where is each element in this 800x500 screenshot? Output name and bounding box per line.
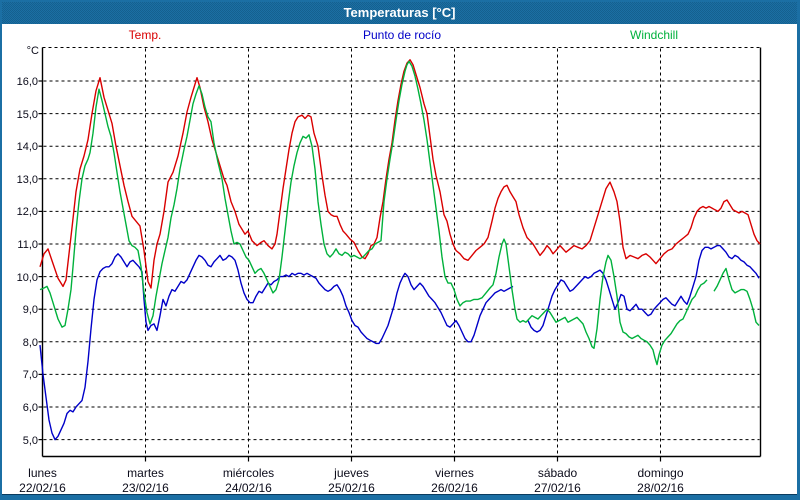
x-axis-day-date: 27/02/16 [534, 481, 581, 495]
x-axis-day-label: domingo 28/02/16 [609, 466, 713, 495]
x-axis-day-date: 25/02/16 [328, 481, 375, 495]
y-tick-label: 13,0 [16, 173, 38, 186]
x-axis-day-name: lunes [28, 466, 57, 480]
y-tick-label: 14,0 [16, 141, 38, 154]
y-tick-label: 12,0 [16, 206, 38, 219]
x-axis-day-date: 26/02/16 [431, 481, 478, 495]
x-axis-day-date: 24/02/16 [225, 481, 272, 495]
y-tick-label: 11,0 [17, 239, 38, 251]
x-axis-day-label: viernes 26/02/16 [403, 466, 507, 495]
legend-label-temp: Temp. [128, 28, 162, 42]
legend-label-dewpoint: Punto de rocío [362, 28, 442, 42]
titlebar: Temperaturas [°C] [2, 2, 797, 24]
series-line-temp- [39, 59, 761, 289]
x-axis-day-label: miércoles 24/02/16 [197, 466, 301, 495]
series-line-punto-de-roc-o [527, 244, 760, 333]
legend-label-windchill: Windchill [629, 28, 679, 42]
x-axis-day-label: jueves 25/02/16 [300, 466, 404, 495]
y-tick-label: 15,0 [16, 108, 38, 121]
y-axis-unit-label: °C [26, 45, 39, 57]
x-axis-day-label: sábado 27/02/16 [506, 466, 610, 495]
x-axis-day-name: sábado [537, 466, 578, 480]
x-axis-day-name: miércoles [222, 466, 275, 480]
page-title: Temperaturas [°C] [343, 5, 456, 20]
x-axis-day-name: martes [127, 466, 164, 480]
x-axis-day-date: 23/02/16 [122, 481, 169, 495]
y-tick-label: 5,0 [22, 434, 38, 447]
x-axis-day-label: lunes 22/02/16 [2, 466, 95, 495]
y-tick-label: 7,0 [22, 369, 38, 382]
x-axis-day-name: domingo [637, 466, 684, 480]
legend-item-temp: Temp. [129, 28, 162, 42]
x-axis-day-date: 28/02/16 [637, 481, 684, 495]
series-line-windchill [39, 60, 708, 366]
x-axis-day-name: jueves [334, 466, 369, 480]
y-tick-label: 6,0 [22, 402, 38, 414]
y-tick-label: 8,0 [22, 336, 38, 349]
x-axis-day-label: martes 23/02/16 [94, 466, 198, 495]
x-axis-day-name: viernes [435, 466, 474, 480]
legend-item-dewpoint: Punto de rocío [363, 28, 441, 42]
y-tick-label: 16,0 [16, 76, 38, 88]
series-line-punto-de-roc-o [39, 253, 514, 441]
x-axis-day-date: 22/02/16 [19, 481, 66, 495]
legend-item-windchill: Windchill [630, 28, 678, 42]
y-tick-label: 10,0 [16, 271, 38, 284]
y-tick-label: 9,0 [22, 304, 38, 317]
series-line-windchill [713, 267, 760, 326]
